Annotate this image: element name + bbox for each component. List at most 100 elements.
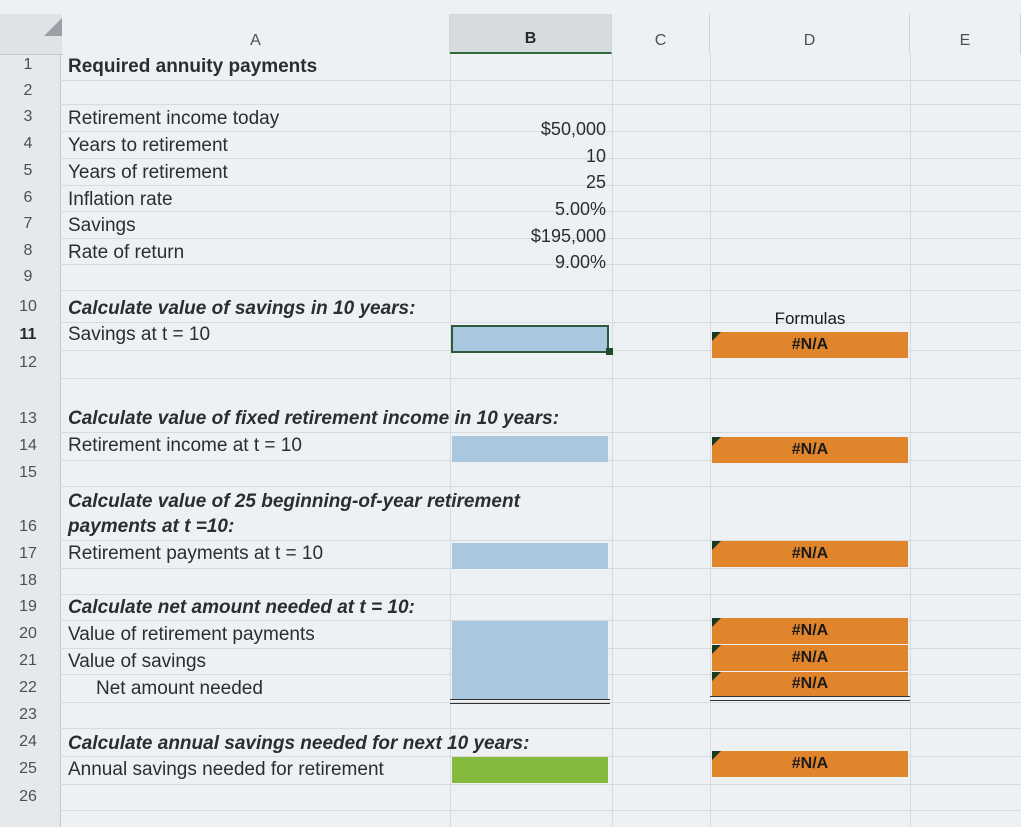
section-heading-annual-savings[interactable]: Calculate annual savings needed for next… <box>68 733 530 754</box>
value-retirement-income[interactable]: $50,000 <box>540 119 606 139</box>
formula-cell-payments-t10[interactable]: #N/A <box>712 541 908 567</box>
value-inflation-rate[interactable]: 5.00% <box>554 199 606 219</box>
label-inflation-rate[interactable]: Inflation rate <box>68 189 173 210</box>
label-net-amount-needed[interactable]: Net amount needed <box>96 678 263 699</box>
column-header-c[interactable]: C <box>612 14 710 54</box>
section-heading-net-amount[interactable]: Calculate net amount needed at t = 10: <box>68 597 415 618</box>
input-net-amount-block[interactable] <box>452 621 608 699</box>
row-number[interactable]: 12 <box>19 354 37 371</box>
value-years-to-retirement[interactable]: 10 <box>585 146 606 166</box>
gridline <box>450 54 451 827</box>
formula-cell-value-payments[interactable]: #N/A <box>712 618 908 644</box>
label-retirement-income[interactable]: Retirement income today <box>68 108 280 129</box>
gridline <box>60 80 1021 81</box>
row-number[interactable]: 19 <box>19 598 37 615</box>
section-heading-payments-line2[interactable]: payments at t =10: <box>68 516 235 537</box>
label-savings[interactable]: Savings <box>68 215 136 236</box>
error-indicator-icon[interactable] <box>712 437 721 446</box>
value-savings[interactable]: $195,000 <box>530 226 606 246</box>
column-header-b[interactable]: B <box>450 14 612 54</box>
formula-cell-net-amount[interactable]: #N/A <box>712 672 908 696</box>
label-retirement-income-t10[interactable]: Retirement income at t = 10 <box>68 435 302 456</box>
section-heading-payments-line1[interactable]: Calculate value of 25 beginning-of-year … <box>68 491 520 512</box>
row-number[interactable]: 18 <box>19 572 37 589</box>
gridline <box>612 54 613 827</box>
label-rate-of-return[interactable]: Rate of return <box>68 242 185 263</box>
gridline <box>60 290 1021 291</box>
row-number[interactable]: 26 <box>19 788 37 805</box>
formula-cell-annual-savings[interactable]: #N/A <box>712 751 908 777</box>
input-annual-savings-needed[interactable] <box>452 757 608 783</box>
value-rate-of-return[interactable]: 9.00% <box>554 252 606 272</box>
formula-cell-savings-t10[interactable]: #N/A <box>712 332 908 358</box>
label-value-retirement-payments[interactable]: Value of retirement payments <box>68 624 315 645</box>
row-number[interactable]: 14 <box>19 437 37 454</box>
gridline <box>910 54 911 827</box>
label-savings-t10[interactable]: Savings at t = 10 <box>68 324 211 345</box>
sheet-title[interactable]: Required annuity payments <box>68 56 318 77</box>
formula-value: #N/A <box>791 675 829 692</box>
formula-cell-value-savings[interactable]: #N/A <box>712 645 908 671</box>
row-number[interactable]: 20 <box>19 625 37 642</box>
double-underline <box>710 696 910 701</box>
row-number[interactable]: 6 <box>23 189 33 206</box>
input-retirement-payments-t10[interactable] <box>452 543 608 569</box>
error-indicator-icon[interactable] <box>712 645 721 654</box>
column-header-a[interactable]: A <box>62 14 450 54</box>
row-number[interactable]: 4 <box>23 135 33 152</box>
gridline <box>60 432 1021 433</box>
row-number[interactable]: 24 <box>19 733 37 750</box>
input-savings-t10[interactable] <box>451 325 609 353</box>
label-years-to-retirement[interactable]: Years to retirement <box>68 135 228 156</box>
row-number[interactable]: 9 <box>23 268 33 285</box>
error-indicator-icon[interactable] <box>712 332 721 341</box>
label-years-of-retirement[interactable]: Years of retirement <box>68 162 228 183</box>
row-number[interactable]: 7 <box>23 215 33 232</box>
row-number[interactable]: 17 <box>19 545 37 562</box>
row-number[interactable]: 10 <box>19 298 37 315</box>
column-header-d[interactable]: D <box>710 14 910 54</box>
formulas-heading[interactable]: Formulas <box>774 309 846 328</box>
row-number[interactable]: 2 <box>23 82 33 99</box>
select-all-triangle-icon[interactable] <box>44 18 62 36</box>
row-number[interactable]: 22 <box>19 679 37 696</box>
value-years-of-retirement[interactable]: 25 <box>585 172 606 192</box>
gridline <box>60 158 1021 159</box>
section-heading-savings[interactable]: Calculate value of savings in 10 years: <box>68 298 416 319</box>
row-number[interactable]: 5 <box>23 162 33 179</box>
input-retirement-income-t10[interactable] <box>452 436 608 462</box>
error-indicator-icon[interactable] <box>712 618 721 627</box>
row-number[interactable]: 13 <box>19 410 37 427</box>
label-retirement-payments-t10[interactable]: Retirement payments at t = 10 <box>68 543 324 564</box>
row-number[interactable]: 23 <box>19 706 37 723</box>
gridline <box>60 540 1021 541</box>
gridline <box>60 185 1021 186</box>
column-header-e[interactable]: E <box>910 14 1021 54</box>
formula-value: #N/A <box>791 649 829 666</box>
row-number[interactable]: 1 <box>23 56 33 73</box>
row-number[interactable]: 8 <box>23 242 33 259</box>
gridline <box>60 620 1021 621</box>
row-number[interactable]: 11 <box>19 326 37 343</box>
row-header-strip <box>0 54 61 827</box>
error-indicator-icon[interactable] <box>712 751 721 760</box>
section-heading-fixed-income[interactable]: Calculate value of fixed retirement inco… <box>68 408 560 429</box>
error-indicator-icon[interactable] <box>712 541 721 550</box>
double-underline <box>450 699 610 704</box>
row-number[interactable]: 25 <box>19 760 37 777</box>
label-annual-savings-needed[interactable]: Annual savings needed for retirement <box>68 759 384 780</box>
formula-value: #N/A <box>791 336 829 353</box>
gridline <box>60 378 1021 379</box>
row-number[interactable]: 16 <box>19 518 37 535</box>
formula-cell-income-t10[interactable]: #N/A <box>712 437 908 463</box>
error-indicator-icon[interactable] <box>712 672 721 681</box>
row-number[interactable]: 15 <box>19 464 37 481</box>
gridline <box>60 810 1021 811</box>
row-number[interactable]: 3 <box>23 108 33 125</box>
fill-handle[interactable] <box>606 348 613 355</box>
column-label: D <box>803 32 816 49</box>
label-value-of-savings[interactable]: Value of savings <box>68 651 207 672</box>
formula-value: #N/A <box>791 622 829 639</box>
row-number[interactable]: 21 <box>19 652 37 669</box>
